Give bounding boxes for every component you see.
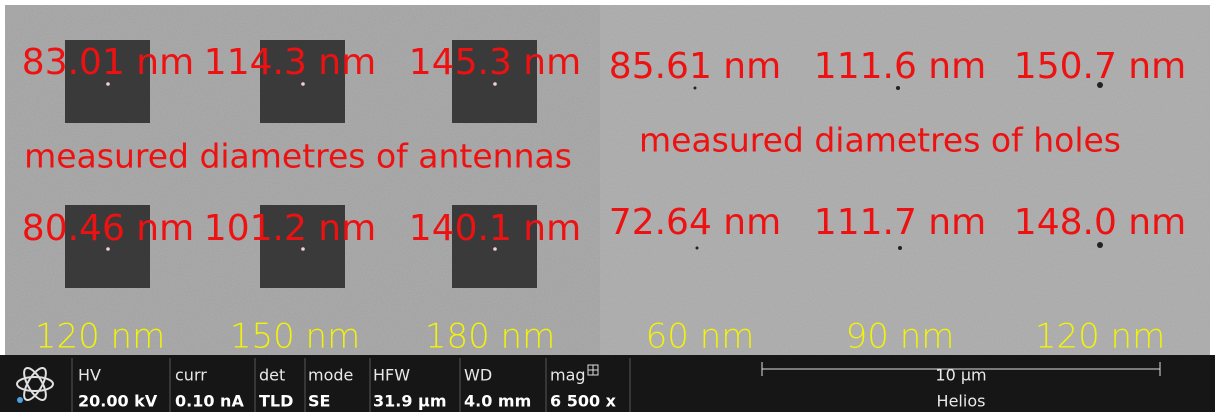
antenna-diameter: 80.46 nm (22, 208, 194, 249)
hole-diameter: 111.6 nm (814, 46, 986, 87)
hole-diameter: 148.0 nm (1014, 202, 1186, 243)
hole-caption: measured diametres of holes (639, 121, 1121, 160)
antenna-diameter: 140.1 nm (409, 208, 581, 249)
field-label: det (259, 366, 285, 385)
size-label: 120 nm (35, 317, 165, 357)
field-value: SE (308, 392, 330, 411)
size-label: 90 nm (846, 317, 955, 357)
field-value: 0.10 nA (175, 392, 244, 411)
size-label: 120 nm (1035, 317, 1165, 357)
field-value: 20.00 kV (78, 392, 158, 411)
field-label: mag (550, 366, 586, 385)
sem-image-page: 83.01 nm114.3 nm 145.3 nm 80.46 nm101.2 nm… (0, 0, 1215, 412)
hole-diameter: 72.64 nm (609, 202, 781, 243)
antenna-caption: measured diametres of antennas (24, 137, 572, 176)
hole-diameter: 85.61 nm (609, 46, 781, 87)
field-value: TLD (259, 392, 293, 411)
hole (898, 246, 902, 250)
antenna-diameter: 101.2 nm (204, 208, 376, 249)
scale-label: 10 µm (935, 366, 986, 385)
size-label: 180 nm (425, 317, 555, 357)
antenna-diameter: 83.01 nm (22, 42, 194, 83)
hole-diameter: 150.7 nm (1014, 46, 1186, 87)
field-label: WD (464, 366, 492, 385)
field-label: curr (175, 366, 207, 385)
size-label: 150 nm (230, 317, 360, 357)
field-label: HFW (373, 366, 410, 385)
field-label: mode (308, 366, 353, 385)
antenna-diameter: 114.3 nm (204, 42, 376, 83)
hole-diameter: 111.7 nm (814, 202, 986, 243)
hole (696, 247, 699, 250)
instrument: Helios (937, 392, 986, 411)
size-label: 60 nm (646, 317, 755, 357)
field-value: 31.9 µm (373, 392, 447, 411)
antenna-diameter: 145.3 nm (409, 42, 581, 83)
field-value: 6 500 x (550, 392, 617, 411)
field-label: HV (78, 366, 101, 385)
field-value: 4.0 mm (464, 392, 531, 411)
